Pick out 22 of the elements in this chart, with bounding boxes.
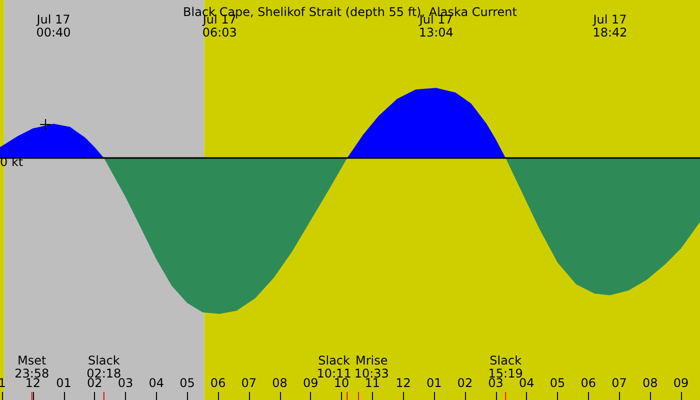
x-tick-label: 10: [334, 376, 350, 390]
x-tick-label: 05: [550, 376, 566, 390]
x-tick-label: 05: [180, 376, 195, 390]
x-tick-label: 09: [303, 376, 318, 390]
x-tick-label: 08: [272, 376, 288, 390]
x-tick-label: 09: [673, 376, 689, 390]
x-tick-label: 02: [457, 376, 473, 390]
x-tick-label: 02: [86, 376, 102, 390]
x-tick-label: 07: [241, 376, 257, 390]
x-tick-label: 08: [642, 376, 658, 390]
text: Jul 17 18:42: [592, 12, 628, 40]
x-tick-label: 04: [148, 376, 164, 390]
x-tick-label: 06: [580, 376, 596, 390]
x-tick-label: 04: [519, 376, 534, 390]
x-tick-label: 07: [612, 376, 627, 390]
x-tick-label: 06: [210, 376, 226, 390]
text: Jul 17 00:40: [36, 12, 71, 40]
x-tick-label: 12: [396, 376, 411, 390]
x-tick-label: 01: [56, 376, 72, 390]
x-tick-label: 12: [25, 376, 41, 390]
x-tick-label: 01: [426, 376, 442, 390]
x-tick-label: 03: [118, 376, 134, 390]
